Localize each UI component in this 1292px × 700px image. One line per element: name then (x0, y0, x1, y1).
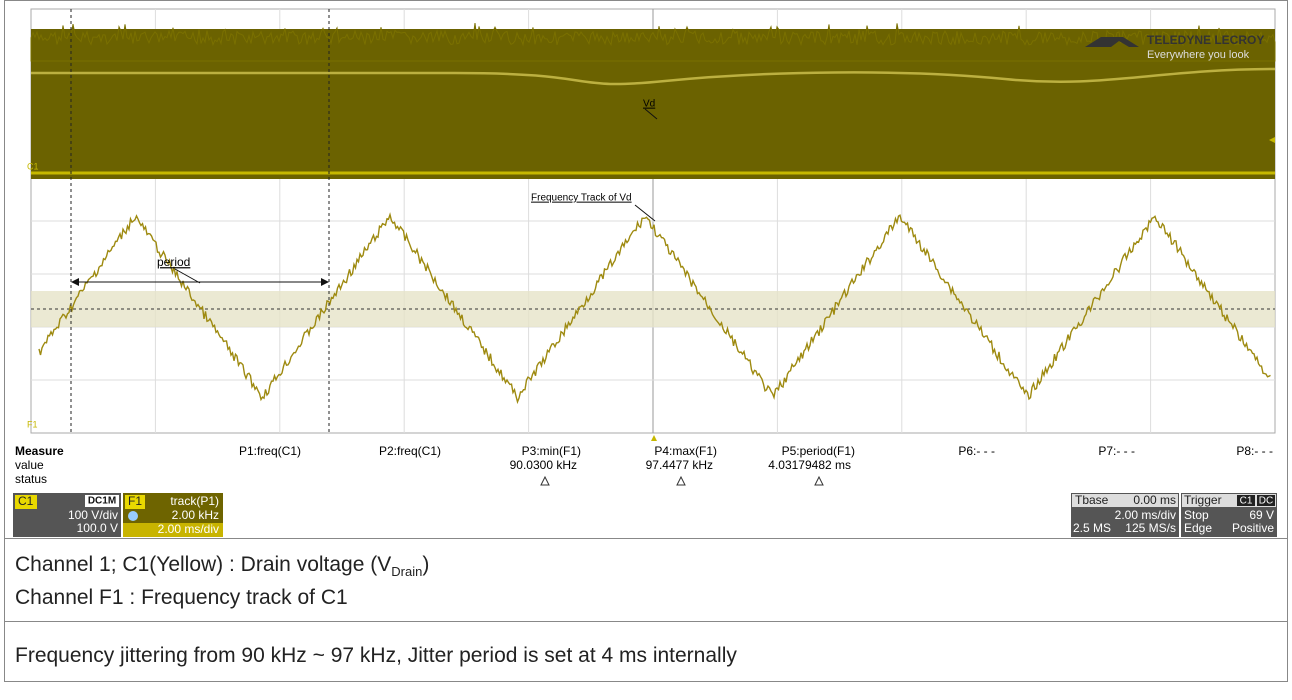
page: period Vd Frequency Track of Vd C1 F1 TE… (4, 0, 1288, 682)
tbase-rate: 125 MS/s (1125, 521, 1176, 535)
trigger-coupling: DC (1259, 496, 1273, 507)
status-icon (676, 475, 686, 486)
trigger-level-text: 69 V (1249, 508, 1274, 522)
c1-envelope (31, 67, 1276, 86)
info-icon (128, 511, 138, 521)
offset-marker (1269, 137, 1275, 143)
trigger-band (31, 291, 1275, 327)
caption: Channel 1; C1(Yellow) : Drain voltage (V… (15, 553, 429, 579)
tbase-delay: 0.00 ms (1133, 493, 1176, 507)
logo-brand: TELEDYNE LECROY (1147, 33, 1264, 47)
param-value: 4.03179482 ms (768, 458, 851, 472)
status-icon (814, 475, 824, 486)
logo-mark (1085, 37, 1139, 47)
f1-source: track(P1) (170, 494, 219, 508)
leader (634, 204, 656, 222)
divider (5, 538, 1287, 539)
leader (174, 268, 201, 284)
trace-label: C1 (27, 161, 39, 171)
caption-text: ) (422, 553, 430, 576)
caption: Frequency jittering from 90 kHz ~ 97 kHz… (15, 644, 737, 667)
param-name: P5:period(F1) (782, 444, 855, 458)
c1-scale: 100 V/div (68, 508, 118, 522)
tbase-samples: 2.5 MS (1073, 521, 1111, 535)
trigger-type: Edge (1184, 521, 1212, 535)
f1-tag (125, 495, 145, 509)
trigger-slope: Positive (1232, 521, 1274, 535)
badge (1257, 495, 1275, 506)
f1-footer (123, 523, 223, 537)
c1-tag (15, 495, 37, 509)
caption-text: Channel 1; C1(Yellow) : Drain voltage (V (15, 553, 392, 576)
trigger-source: C1 (1240, 496, 1253, 507)
c1-label: C1 (18, 494, 34, 508)
param-name: P8:- - - (1236, 444, 1273, 458)
caption: Channel F1 : Frequency track of C1 (15, 586, 348, 609)
f1-timebase: 2.00 ms/div (158, 522, 219, 536)
badge (1237, 495, 1255, 506)
c1-trace-edge (30, 23, 1276, 62)
f1-label: F1 (128, 494, 142, 508)
row-label: value (15, 458, 44, 472)
status-icon (540, 475, 550, 486)
leader (644, 108, 658, 120)
f1-trace (38, 212, 1271, 405)
f1-scale: 2.00 kHz (172, 508, 219, 522)
logo-tagline: Everywhere you look (1147, 49, 1250, 61)
param-name: P7:- - - (1098, 444, 1135, 458)
tbase-label: Tbase (1075, 493, 1109, 507)
param-name: P3:min(F1) (522, 444, 581, 458)
trigger-mode: Stop (1184, 508, 1209, 522)
tbase-scale: 2.00 ms/div (1115, 508, 1176, 522)
scope-screen: period Vd Frequency Track of Vd C1 F1 TE… (5, 1, 1287, 538)
measure-title: Measure (15, 444, 64, 458)
c1-coupling: DC1M (88, 496, 116, 507)
tbase-header (1072, 494, 1178, 507)
badge (85, 495, 119, 507)
trigger-label: Trigger (1184, 493, 1222, 507)
divider (5, 621, 1287, 622)
trigger-marker (651, 435, 657, 441)
annotation: Frequency Track of Vd (531, 193, 632, 204)
param-value: 97.4477 kHz (646, 458, 713, 472)
annotation: Vd (643, 99, 655, 110)
param-name: P6:- - - (958, 444, 995, 458)
caption-sub: Drain (391, 564, 423, 580)
param-value: 90.0300 kHz (510, 458, 577, 472)
param-name: P1:freq(C1) (239, 444, 301, 458)
row-label: status (15, 472, 47, 486)
trace-label: F1 (27, 419, 38, 429)
params: P1:freq(C1) P2:freq(C1) P3:min(F1)90.0300 … (239, 444, 1273, 486)
param-name: P2:freq(C1) (379, 444, 441, 458)
param-name: P4:max(F1) (654, 444, 717, 458)
annotation: period (157, 255, 190, 269)
c1-offset: 100.0 V (77, 521, 118, 535)
